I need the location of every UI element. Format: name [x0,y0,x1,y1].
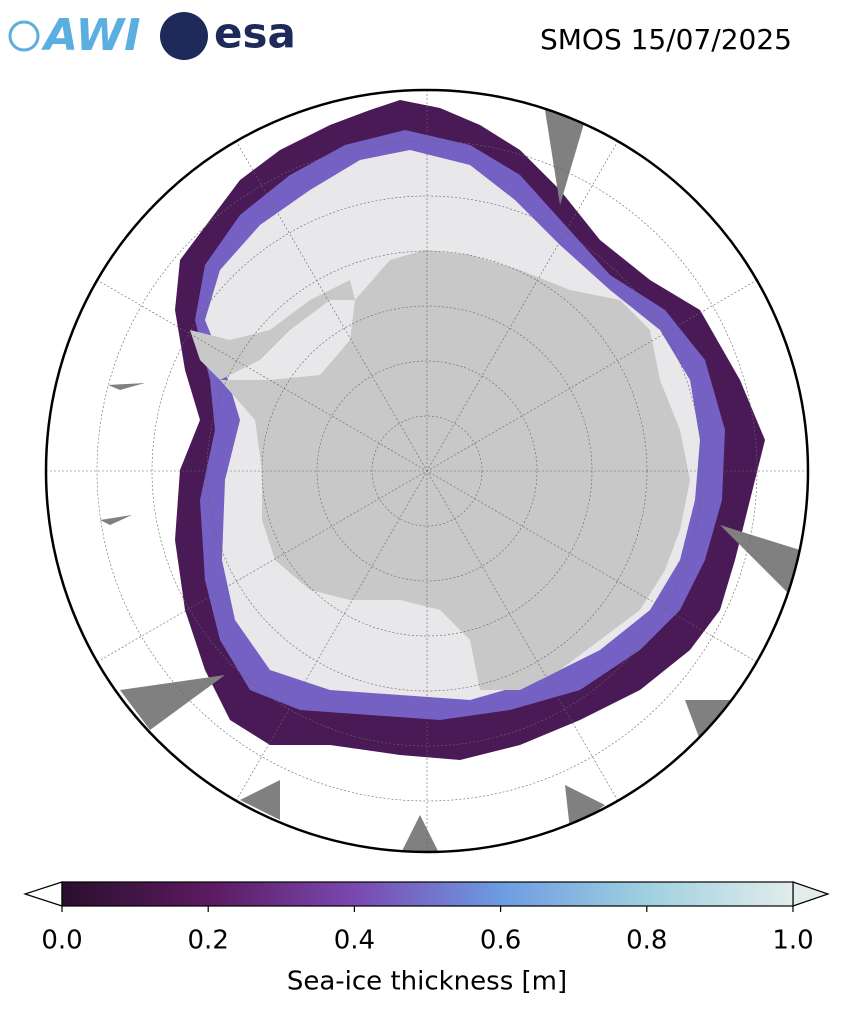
antarctic-peninsula [190,280,355,380]
colorbar-over [792,881,830,907]
colorbar-tick-label: 0.4 [334,926,375,956]
colorbar-tick-label: 0.2 [188,926,229,956]
colorbar-tick-label: 0.6 [480,926,521,956]
colorbar-tick-label: 1.0 [772,926,813,956]
colorbar-tick-label: 0.0 [41,926,82,956]
awi-logo: AWI [8,10,141,61]
map [46,90,808,852]
colorbar-under [23,881,63,907]
awi-logo-mark [8,20,40,52]
awi-logo-text: AWI [41,10,141,61]
title: SMOS 15/07/2025 [540,23,792,56]
colorbar: 0.0 0.2 0.4 0.6 0.8 1.0 [23,881,830,956]
colorbar-ramp [61,881,794,907]
colorbar-label: Sea-ice thickness [m] [287,967,567,997]
esa-logo-text: esa [214,9,296,58]
colorbar-tick-label: 0.8 [626,926,667,956]
data-gaps [100,110,800,852]
map-frame [44,88,810,854]
graticule [46,90,808,852]
esa-logo-mark [160,12,208,60]
antarctica [220,250,690,690]
esa-logo: esa [160,9,296,60]
